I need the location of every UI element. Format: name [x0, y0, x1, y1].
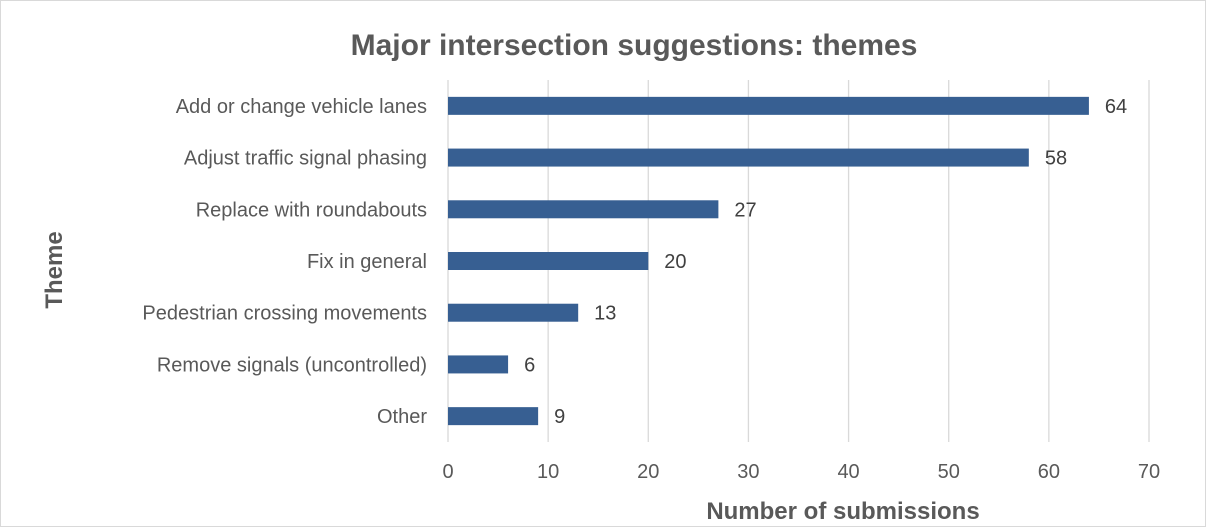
x-tick-label: 10 [537, 461, 559, 483]
category-labels: Add or change vehicle lanes Adjust traffi… [142, 96, 427, 428]
category-label: Fix in general [307, 251, 427, 273]
category-label: Adjust traffic signal phasing [184, 148, 427, 170]
y-axis-title: Theme [41, 231, 68, 308]
data-label: 27 [734, 199, 756, 221]
data-label: 13 [594, 303, 616, 325]
bar [448, 200, 719, 219]
chart-title: Major intersection suggestions: themes [351, 29, 918, 62]
bar [448, 355, 509, 374]
data-label: 6 [524, 354, 535, 376]
bar [448, 407, 539, 426]
bar [448, 303, 579, 322]
data-label: 58 [1045, 148, 1067, 170]
gridlines [447, 80, 1150, 442]
x-tick-label: 50 [938, 461, 960, 483]
category-label: Other [377, 406, 427, 428]
bar [448, 252, 649, 270]
x-tick-label: 30 [737, 461, 759, 483]
bar [448, 96, 1089, 115]
x-axis-tick-labels: 0 10 20 30 40 50 60 70 [442, 461, 1160, 483]
data-labels: 64 58 27 20 13 6 9 [524, 96, 1127, 428]
category-label: Replace with roundabouts [196, 199, 427, 221]
x-tick-label: 0 [442, 461, 453, 483]
bars [448, 96, 1089, 426]
x-axis-title: Number of submissions [706, 498, 979, 525]
data-label: 20 [664, 251, 686, 273]
x-tick-label: 70 [1138, 461, 1160, 483]
x-tick-label: 60 [1038, 461, 1060, 483]
data-label: 9 [554, 406, 565, 428]
x-tick-label: 40 [837, 461, 859, 483]
category-label: Add or change vehicle lanes [176, 96, 427, 118]
x-tick-label: 20 [637, 461, 659, 483]
category-label: Pedestrian crossing movements [142, 303, 427, 325]
data-label: 64 [1105, 96, 1127, 118]
category-label: Remove signals (uncontrolled) [157, 354, 427, 376]
bar [448, 148, 1029, 167]
